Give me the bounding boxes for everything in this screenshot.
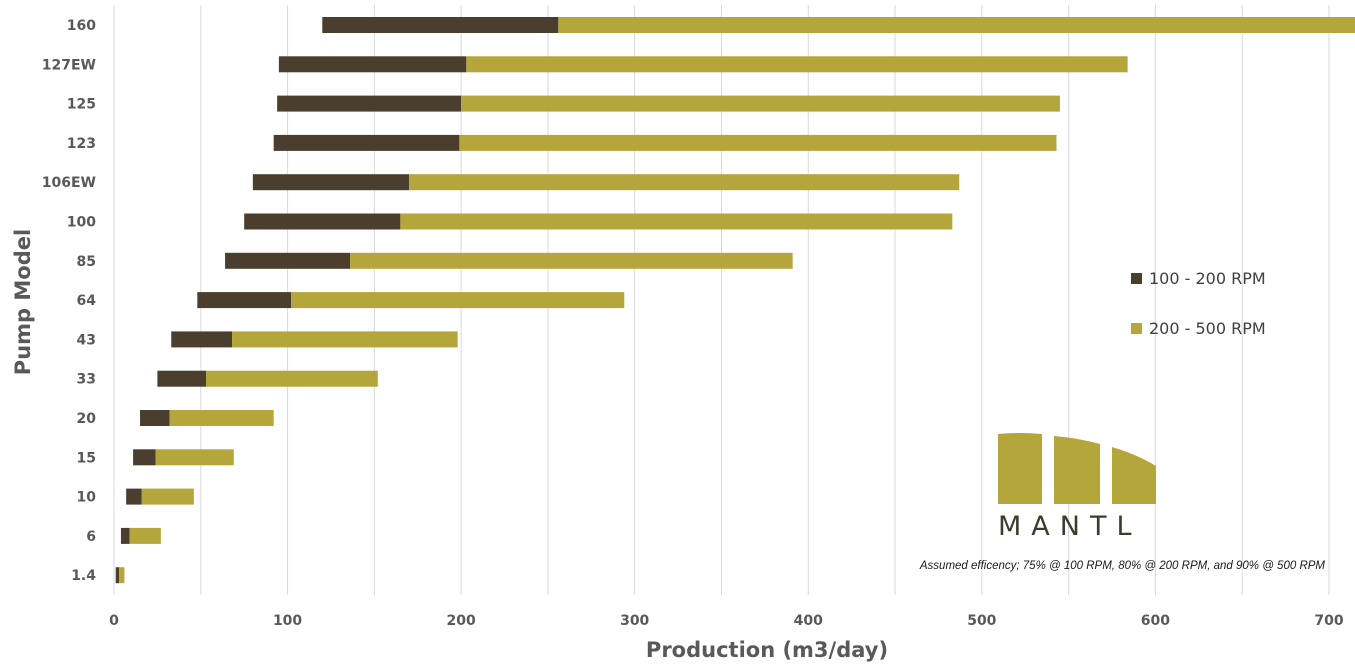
bar-100-200-rpm-64 [197,292,292,309]
y-tick-label: 20 [77,411,97,427]
bar-200-500-rpm-125 [461,95,1060,112]
x-tick-label: 600 [1141,613,1170,629]
bar-200-500-rpm-106ew [409,174,960,191]
legend-swatch-100-200 [1131,273,1142,284]
bar-200-500-rpm-100 [400,213,953,230]
legend-label-100-200: 100 - 200 RPM [1149,269,1266,288]
bar-100-200-rpm-127ew [278,56,467,73]
y-tick-label: 125 [67,97,96,113]
y-tick-label: 85 [77,254,96,270]
bar-100-200-rpm-15 [133,449,156,466]
bars [115,17,1355,584]
y-tick-label: 6 [86,529,96,545]
x-tick-label: 0 [109,613,119,629]
bar-100-200-rpm-20 [140,410,170,426]
bar-200-500-rpm-1-4 [119,567,125,584]
y-tick-label: 100 [67,215,96,231]
legend-label-200-500: 200 - 500 RPM [1149,319,1266,338]
bar-100-200-rpm-123 [273,134,460,151]
x-tick-label: 500 [967,613,996,629]
efficiency-note: Assumed efficency; 75% @ 100 RPM, 80% @ … [919,560,1326,572]
legend-swatch-200-500 [1131,323,1142,334]
logo-wordmark: MANTL [998,511,1142,542]
bar-200-500-rpm-127ew [466,56,1128,73]
x-tick-label: 200 [447,613,476,629]
y-tick-label: 15 [77,450,96,466]
bar-100-200-rpm-100 [244,213,401,230]
x-tick-label: 300 [620,613,649,629]
x-tick-label: 100 [273,613,302,629]
bar-200-500-rpm-20 [169,410,274,426]
bar-100-200-rpm-106ew [252,174,410,191]
y-tick-label: 1.4 [71,568,96,584]
x-tick-label: 400 [794,613,823,629]
bar-200-500-rpm-10 [141,488,194,505]
x-tick-label: 700 [1314,613,1343,629]
bar-100-200-rpm-85 [225,252,351,269]
logo-mark-left [998,433,1042,504]
bar-200-500-rpm-64 [291,292,625,309]
bar-200-500-rpm-33 [205,370,378,387]
tick-labels: 0 100 200 300 400 500 600 700 160 127EW 125 123 106E… [42,18,1344,629]
y-tick-label: 160 [67,18,96,34]
bar-100-200-rpm-33 [157,370,206,387]
bar-100-200-rpm-125 [277,95,462,112]
bar-200-500-rpm-6 [129,527,161,544]
bar-200-500-rpm-15 [155,449,234,466]
logo-mark-middle [1054,436,1100,504]
bar-100-200-rpm-10 [126,488,142,505]
bar-200-500-rpm-123 [459,134,1057,151]
bar-100-200-rpm-1-4 [115,567,120,584]
legend: 100 - 200 RPM 200 - 500 RPM [1131,269,1266,338]
y-axis-title: Pump Model [11,229,35,375]
y-tick-label: 64 [77,293,97,309]
y-tick-label: 127EW [42,57,96,73]
y-tick-label: 123 [67,136,96,152]
mantl-logo: MANTL [998,433,1156,542]
bar-200-500-rpm-43 [232,331,458,348]
y-tick-label: 10 [77,490,97,506]
x-axis-title: Production (m3/day) [646,638,888,662]
bar-100-200-rpm-43 [171,331,233,348]
y-tick-label: 33 [77,372,96,388]
y-tick-label: 106EW [42,175,96,191]
bar-200-500-rpm-160 [558,17,1355,33]
bar-100-200-rpm-6 [120,527,130,544]
bar-200-500-rpm-85 [350,252,793,269]
y-tick-label: 43 [77,332,96,348]
bar-100-200-rpm-160 [322,17,559,33]
logo-mark-right [1112,447,1156,504]
